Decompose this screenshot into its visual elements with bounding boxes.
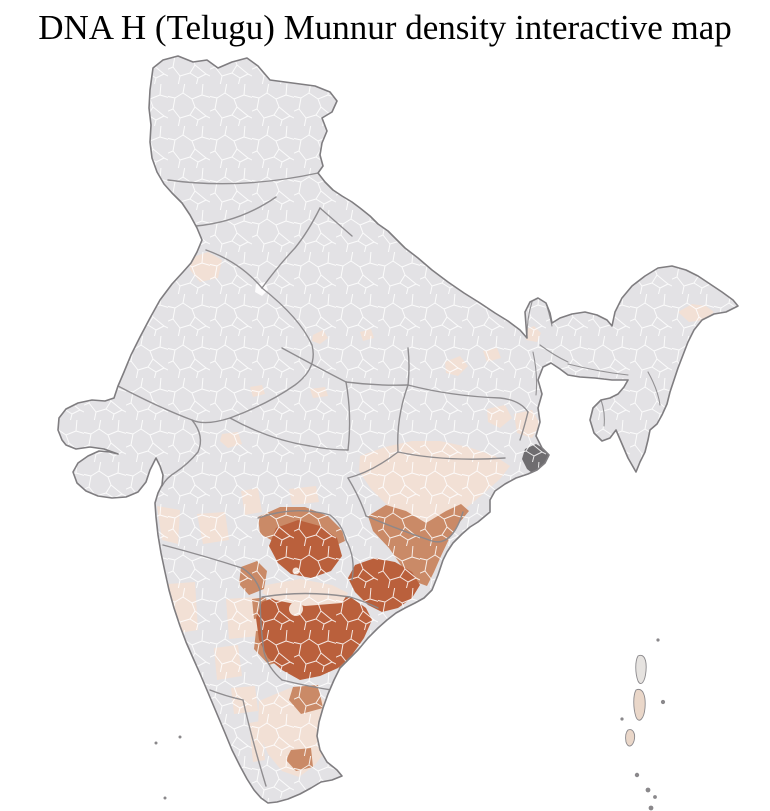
state-borders bbox=[117, 172, 661, 787]
island-shape[interactable] bbox=[633, 688, 646, 721]
island-dots bbox=[620, 638, 666, 811]
island-shape[interactable] bbox=[154, 741, 158, 745]
island-shape[interactable] bbox=[625, 729, 636, 747]
island-shape[interactable] bbox=[163, 796, 167, 800]
lakshadweep-islands[interactable] bbox=[154, 735, 182, 800]
india-outline bbox=[57, 55, 739, 804]
andaman-nicobar-islands[interactable] bbox=[620, 638, 666, 811]
island-shape[interactable] bbox=[178, 735, 182, 739]
page-title: DNA H (Telugu) Munnur density interactiv… bbox=[38, 8, 732, 47]
island-shape[interactable] bbox=[635, 654, 647, 684]
district-shape[interactable] bbox=[327, 686, 355, 714]
